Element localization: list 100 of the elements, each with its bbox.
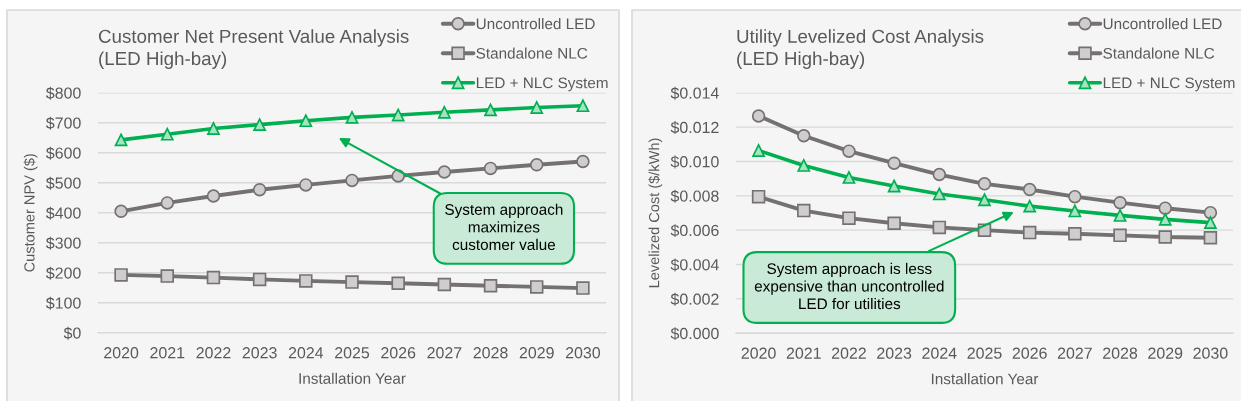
x-tick-label: 2029 (519, 347, 554, 359)
y-tick-label: $600 (45, 146, 81, 160)
point (576, 281, 590, 295)
point (299, 274, 313, 288)
point (345, 275, 359, 289)
point (1068, 189, 1082, 204)
chart-title: Customer Net Present Value Analysis (LED High-bay) (98, 29, 409, 69)
point (752, 144, 765, 157)
x-tick-label: 2028 (1103, 347, 1138, 359)
point (483, 278, 498, 293)
y-tick-label: $0.012 (670, 121, 719, 135)
point (1203, 230, 1218, 245)
y-tick-label: $0.014 (670, 86, 719, 100)
x-tick-label: 2025 (335, 347, 370, 359)
y-tick-label: $0.008 (670, 189, 719, 203)
point (207, 122, 220, 135)
y-tick-label: $800 (45, 86, 81, 100)
x-tick-label: 2020 (741, 347, 776, 359)
point (1022, 225, 1037, 240)
point (887, 179, 901, 193)
point (299, 114, 313, 128)
point (842, 171, 856, 184)
point (797, 203, 811, 218)
point (887, 216, 901, 231)
point (576, 99, 590, 113)
point (1158, 201, 1172, 215)
point (206, 189, 221, 203)
x-tick-label: 2023 (242, 347, 277, 359)
point (160, 269, 175, 283)
x-tick-label: 2028 (473, 347, 508, 359)
x-tick-label: 2027 (1057, 347, 1092, 359)
point (932, 167, 947, 182)
point (160, 127, 174, 141)
y-tick-label: $0.000 (670, 327, 719, 341)
legend-label: Uncontrolled LED (476, 17, 595, 30)
point (1204, 216, 1217, 230)
point (887, 156, 901, 170)
point (751, 189, 766, 204)
point (160, 196, 175, 210)
point (1113, 209, 1127, 222)
x-tick-label: 2021 (150, 347, 185, 359)
chart-title: Utility Levelized Cost Analysis (LED High-bay) (737, 29, 984, 69)
x-axis-title: Installation Year (931, 373, 1039, 385)
point (252, 272, 267, 287)
y-tick-label: $300 (45, 236, 81, 250)
x-tick-label: 2024 (922, 347, 957, 359)
y-tick-label: $500 (45, 176, 81, 190)
y-tick-label: $0.004 (670, 258, 719, 272)
y-tick-label: $0.002 (670, 292, 719, 306)
legend-label: LED + NLC System (476, 77, 608, 92)
point (1158, 212, 1172, 226)
point (206, 270, 221, 285)
point (978, 193, 991, 207)
y-tick-label: $0.006 (670, 224, 719, 238)
point (530, 101, 544, 114)
point (1113, 228, 1127, 243)
x-tick-label: 2024 (288, 347, 324, 359)
point (797, 159, 811, 172)
point (977, 177, 992, 191)
x-tick-label: 2022 (831, 347, 866, 359)
x-tick-label: 2026 (381, 347, 416, 359)
x-tick-label: 2022 (196, 347, 231, 359)
x-tick-label: 2025 (967, 347, 1002, 359)
point (437, 277, 452, 292)
point (1158, 230, 1172, 244)
point (751, 109, 766, 123)
y-tick-label: $100 (45, 296, 81, 310)
point (1068, 227, 1082, 241)
legend-label: Uncontrolled LED (1103, 17, 1222, 30)
x-tick-label: 2021 (786, 347, 821, 359)
x-tick-label: 2029 (1148, 347, 1183, 359)
x-tick-label: 2030 (565, 347, 601, 359)
legend-label: Standalone NLC (476, 47, 588, 59)
y-tick-label: $400 (45, 206, 81, 220)
point (1113, 195, 1127, 210)
point (932, 187, 946, 201)
legend-label: Standalone NLC (1103, 47, 1215, 59)
point (576, 154, 590, 169)
x-axis-title: Installation Year (299, 372, 406, 384)
point (1023, 199, 1037, 213)
point (391, 108, 405, 122)
point (797, 128, 811, 143)
x-tick-label: 2027 (427, 347, 462, 359)
y-tick-label: $200 (45, 266, 81, 280)
x-tick-label: 2026 (1012, 347, 1047, 359)
y-axis-title: Levelized Cost ($/kWh) (648, 138, 663, 288)
annotation: System approach is less expensive than uncontrolled LED for utilities (754, 262, 944, 310)
point (483, 161, 498, 176)
point (1068, 204, 1082, 218)
point (299, 178, 313, 192)
point (529, 280, 544, 294)
point (932, 220, 947, 235)
point (1203, 205, 1218, 220)
point (114, 204, 128, 219)
point (114, 133, 128, 147)
y-tick-label: $0 (63, 326, 81, 340)
point (114, 268, 128, 282)
y-tick-label: $0.010 (670, 155, 719, 169)
point (391, 276, 405, 291)
point (437, 105, 451, 119)
